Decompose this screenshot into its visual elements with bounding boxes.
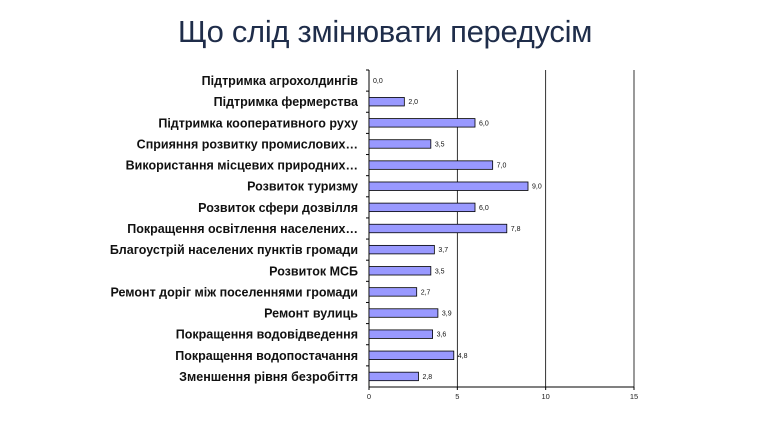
category-label: Підтримка кооперативного руху [158, 116, 358, 130]
category-label: Сприяння розвитку промислових… [137, 137, 358, 151]
category-label: Зменшення рівня безробіття [179, 370, 358, 384]
category-label: Ремонт вулиць [264, 307, 358, 321]
page-title: Що слід змінювати передусім [177, 14, 593, 49]
data-label: 3,7 [438, 247, 448, 254]
category-label: Розвиток МСБ [269, 264, 358, 278]
x-tick-label: 0 [367, 392, 371, 401]
bar [368, 97, 405, 107]
category-label: Покращення водовідведення [176, 328, 358, 342]
category-label: Підтримка фермерства [214, 95, 359, 109]
data-label: 7,8 [511, 226, 521, 233]
category-label: Ремонт доріг між поселеннями громади [110, 285, 358, 299]
bar [368, 118, 476, 128]
x-tick-label: 15 [630, 392, 638, 401]
bar [368, 139, 432, 149]
category-label: Покращення освітлення населених… [127, 222, 358, 236]
data-label: 0,0 [373, 78, 383, 85]
category-label: Розвиток туризму [247, 180, 358, 194]
bar [368, 223, 508, 234]
data-label: 3,5 [435, 268, 445, 275]
bar [368, 266, 432, 276]
data-label: 2,7 [421, 289, 431, 296]
data-label: 6,0 [479, 120, 489, 127]
bar [368, 202, 476, 213]
bar [368, 244, 435, 255]
data-label: 3,9 [442, 311, 452, 318]
data-label: 7,0 [497, 163, 507, 170]
bar [368, 371, 419, 382]
bar [368, 160, 494, 170]
data-label: 2,8 [422, 374, 432, 381]
x-tick-label: 10 [541, 392, 549, 401]
category-label: Покращення водопостачання [175, 349, 358, 363]
category-label: Благоустрій населених пунктів громади [110, 243, 358, 257]
data-label: 9,0 [532, 184, 542, 191]
bar [368, 350, 455, 360]
data-label: 3,5 [435, 141, 445, 148]
category-label: Розвиток сфери дозвілля [198, 201, 358, 215]
category-label: Використання місцевих природних… [126, 159, 358, 173]
data-label: 3,6 [437, 332, 447, 339]
x-tick-label: 5 [455, 392, 459, 401]
data-label: 6,0 [479, 205, 489, 212]
bar [368, 329, 433, 339]
bar [368, 308, 439, 318]
bar [368, 287, 418, 297]
data-label: 4,8 [458, 353, 468, 360]
bar [368, 181, 529, 191]
data-label: 2,0 [408, 99, 418, 106]
category-label: Підтримка агрохолдингів [202, 74, 359, 88]
